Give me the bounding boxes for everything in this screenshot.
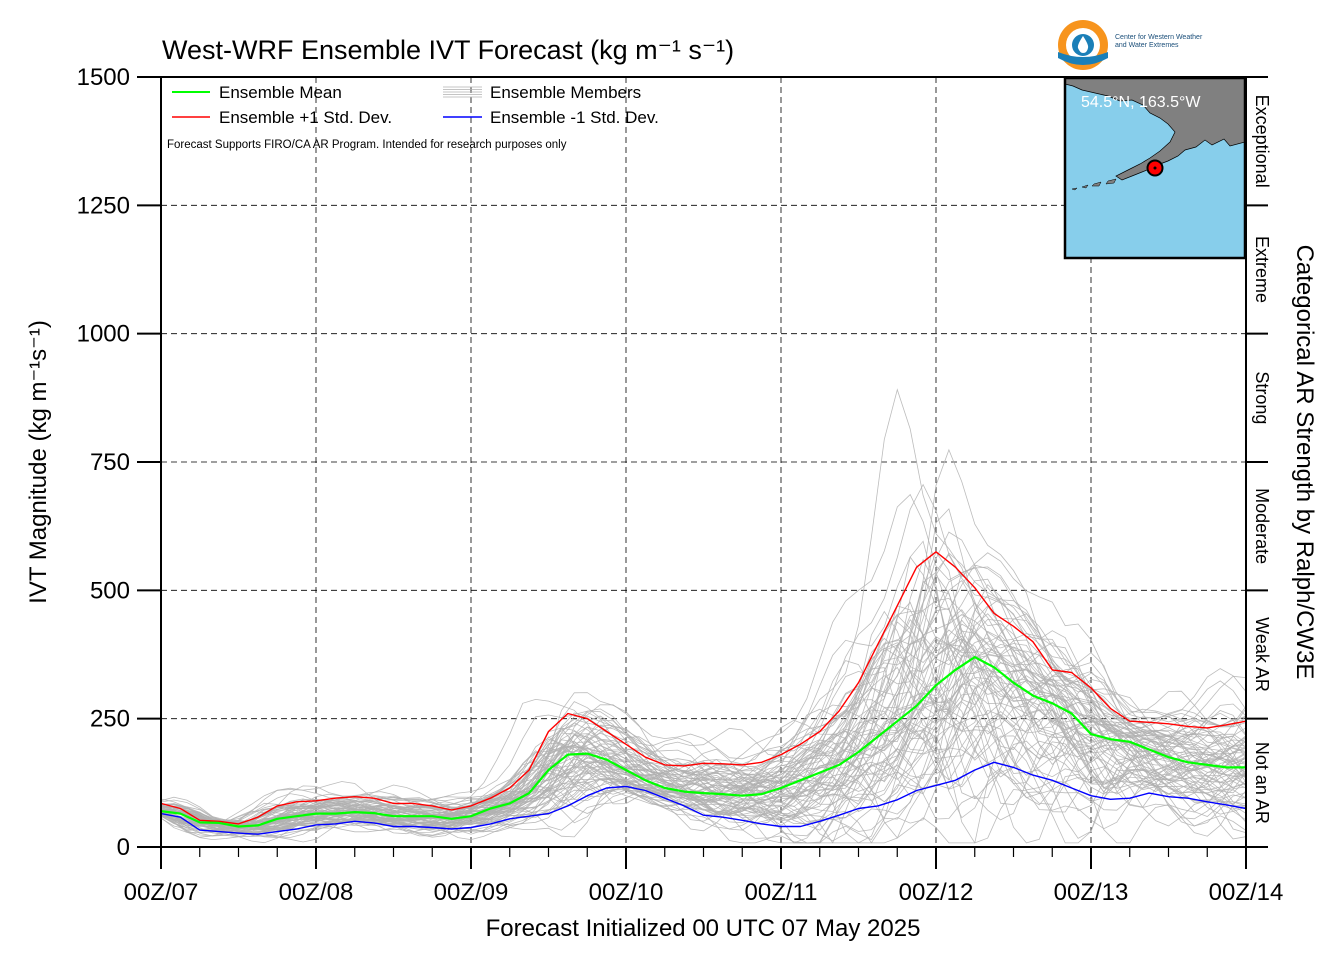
y-tick-label: 1250 xyxy=(77,192,130,219)
cw3e-logo xyxy=(1058,20,1108,70)
ensemble-plus-std-line xyxy=(161,551,1246,825)
ensemble-member-line xyxy=(161,709,1246,831)
ensemble-member-line xyxy=(161,580,1246,831)
category-label: Moderate xyxy=(1252,488,1272,564)
location-inset-map: 54.5°N, 163.5°W xyxy=(1063,76,1247,260)
x-axis-ticks: 00Z/07 00Z/08 00Z/09 00Z/10 00Z/11 00Z/12 00Z/… xyxy=(124,847,1284,906)
ensemble-minus-std-line xyxy=(161,761,1246,835)
category-label: Strong xyxy=(1252,371,1272,424)
ensemble-member-line xyxy=(161,595,1246,824)
ensemble-member-line xyxy=(161,610,1246,831)
research-note: Forecast Supports FIRO/CA AR Program. In… xyxy=(167,139,567,151)
ensemble-member-line xyxy=(161,556,1246,822)
x-tick-label: 00Z/09 xyxy=(434,879,509,906)
x-tick-label: 00Z/11 xyxy=(745,879,818,906)
legend: Ensemble Mean Ensemble +1 Std. Dev. Ense… xyxy=(167,83,659,151)
legend-label-members: Ensemble Members xyxy=(490,83,641,102)
ensemble-member-line xyxy=(161,602,1246,826)
chart-title: West-WRF Ensemble IVT Forecast (kg m⁻¹ s… xyxy=(162,35,734,65)
ensemble-member-line xyxy=(161,608,1246,824)
series-lines xyxy=(161,551,1246,835)
legend-label-mean: Ensemble Mean xyxy=(219,83,342,102)
logo-line-1: Center for Western Weather xyxy=(1115,34,1203,41)
y-tick-label: 750 xyxy=(90,449,130,476)
x-tick-label: 00Z/12 xyxy=(899,879,974,906)
category-label: Not an AR xyxy=(1252,742,1272,824)
ensemble-member-line xyxy=(161,508,1246,828)
ensemble-member-line xyxy=(161,614,1246,825)
legend-swatch-members xyxy=(443,86,482,98)
y-tick-label: 250 xyxy=(90,706,130,733)
inset-location-label: 54.5°N, 163.5°W xyxy=(1081,94,1201,111)
category-label: Weak AR xyxy=(1252,617,1272,692)
y-axis-label: IVT Magnitude (kg m⁻¹s⁻¹) xyxy=(25,320,52,604)
ensemble-member-line xyxy=(161,728,1246,844)
ensemble-member-line xyxy=(161,551,1246,825)
y-axis-ticks: 0 250 500 750 1000 1250 1500 xyxy=(77,64,161,861)
inset-land-islands xyxy=(1071,178,1117,191)
ensemble-member-line xyxy=(161,614,1246,827)
y-tick-label: 1000 xyxy=(77,321,130,348)
inset-frame xyxy=(1063,76,1247,260)
logo-line-2: and Water Extremes xyxy=(1115,42,1179,49)
logo-waves xyxy=(1058,52,1108,65)
ensemble-member-line xyxy=(161,583,1246,825)
ensemble-member-line xyxy=(161,629,1246,829)
legend-label-minus: Ensemble -1 Std. Dev. xyxy=(490,108,659,127)
x-axis-label: Forecast Initialized 00 UTC 07 May 2025 xyxy=(486,915,921,942)
ensemble-member-line xyxy=(161,724,1246,844)
ensemble-member-line xyxy=(161,574,1246,825)
ensemble-member-line xyxy=(161,609,1246,828)
ensemble-member-line xyxy=(161,713,1246,831)
x-tick-label: 00Z/07 xyxy=(124,879,199,906)
ensemble-member-line xyxy=(161,605,1246,830)
inset-land-alaska xyxy=(1065,78,1245,181)
y-tick-label: 500 xyxy=(90,577,130,604)
grid-lines xyxy=(161,77,1246,847)
category-label: Exceptional xyxy=(1252,95,1272,188)
category-label: Extreme xyxy=(1252,236,1272,303)
ar-category-scale: Not an AR Weak AR Moderate Strong Extreme Exc… xyxy=(1246,76,1272,848)
ensemble-member-lines xyxy=(161,388,1246,844)
ensemble-member-line xyxy=(161,697,1246,834)
y-tick-label: 1500 xyxy=(77,64,130,91)
ensemble-mean-line xyxy=(161,656,1246,828)
x-tick-label: 00Z/10 xyxy=(589,879,664,906)
right-axis-label: Categorical AR Strength by Ralph/CW3E xyxy=(1291,245,1318,680)
logo-text: Center for Western Weather and Water Ext… xyxy=(1115,34,1202,50)
legend-label-plus: Ensemble +1 Std. Dev. xyxy=(219,108,392,127)
ensemble-member-line xyxy=(161,388,1246,824)
ensemble-member-line xyxy=(161,733,1246,844)
inset-location-dot xyxy=(1153,166,1157,170)
ensemble-member-line xyxy=(161,448,1246,823)
x-tick-label: 00Z/13 xyxy=(1054,879,1129,906)
x-tick-label: 00Z/14 xyxy=(1209,879,1284,906)
y-tick-label: 0 xyxy=(117,834,130,861)
water-drop-icon xyxy=(1077,36,1089,53)
x-tick-label: 00Z/08 xyxy=(279,879,354,906)
